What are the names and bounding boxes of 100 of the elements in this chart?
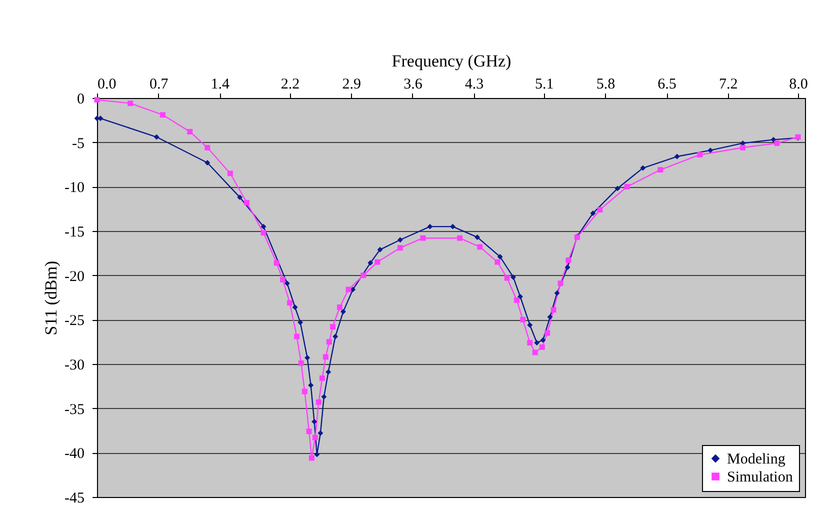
point — [457, 235, 462, 241]
point — [517, 294, 523, 300]
point — [420, 235, 426, 241]
point — [520, 316, 526, 322]
point — [740, 144, 746, 150]
point — [306, 428, 312, 434]
y-tick-label: 0 — [77, 92, 84, 108]
point — [624, 184, 630, 190]
x-tick-label: 3.6 — [404, 76, 423, 92]
point — [368, 260, 374, 266]
point — [770, 136, 776, 142]
point — [280, 277, 286, 283]
point — [326, 339, 332, 345]
point — [187, 128, 193, 134]
x-tick-label: 4.3 — [464, 76, 484, 92]
point — [539, 344, 545, 350]
point — [227, 170, 233, 176]
point — [308, 455, 314, 461]
point — [497, 254, 503, 260]
point — [298, 320, 304, 326]
x-tick-label: 8.0 — [789, 76, 808, 92]
point — [494, 259, 500, 265]
legend-label: Modeling — [727, 452, 786, 468]
point — [204, 160, 210, 166]
point — [294, 334, 300, 340]
point — [332, 334, 338, 340]
y-tick-label: -5 — [72, 136, 84, 152]
point — [514, 297, 520, 303]
point — [377, 246, 383, 252]
point — [540, 337, 546, 343]
y-axis-title: S11 (dBm) — [42, 260, 61, 336]
point — [260, 230, 266, 236]
point — [304, 355, 310, 361]
point — [237, 194, 243, 200]
point — [477, 244, 483, 250]
point — [554, 290, 560, 296]
point — [321, 394, 327, 400]
x-tick-label: 1.4 — [210, 76, 230, 92]
point — [558, 280, 564, 286]
point — [397, 237, 403, 243]
point — [597, 206, 603, 212]
point — [590, 210, 596, 216]
x-tick-label: 2.2 — [280, 76, 300, 92]
y-tick-label: -10 — [64, 180, 84, 196]
point — [336, 304, 342, 310]
point — [674, 154, 680, 160]
point — [298, 360, 304, 366]
point — [312, 418, 318, 424]
point — [697, 152, 703, 158]
y-tick-label: -15 — [64, 224, 84, 240]
point — [330, 324, 336, 330]
point — [260, 224, 266, 230]
point — [564, 264, 570, 270]
point — [474, 234, 480, 240]
point — [774, 140, 780, 146]
y-tick-label: -20 — [64, 268, 84, 285]
x-tick-label: 6.5 — [658, 76, 676, 92]
point — [397, 245, 403, 251]
x-tick-label: 7.2 — [719, 76, 738, 92]
point — [450, 224, 456, 230]
point — [128, 100, 134, 106]
point — [292, 304, 298, 310]
point — [302, 388, 308, 394]
point — [658, 167, 664, 173]
point — [640, 165, 646, 171]
point — [527, 322, 533, 328]
point — [322, 354, 328, 360]
point — [204, 144, 210, 150]
point — [614, 186, 620, 192]
point — [340, 308, 346, 314]
y-tick-label: -40 — [64, 446, 84, 462]
y-tick-label: -45 — [64, 490, 84, 506]
x-axis-title: Frequency (GHz) — [392, 52, 512, 70]
y-tick-label: -30 — [64, 358, 84, 374]
point — [346, 286, 352, 292]
point — [316, 399, 322, 405]
x-tick-label: 5.1 — [535, 76, 554, 92]
point — [287, 300, 293, 306]
point — [566, 258, 572, 263]
point — [319, 375, 325, 381]
y-tick-label: -25 — [64, 313, 84, 330]
point — [160, 112, 166, 118]
point — [532, 350, 538, 356]
y-tick-label: -35 — [64, 402, 84, 418]
point — [154, 134, 160, 140]
point — [318, 430, 324, 436]
point — [547, 314, 553, 320]
point — [510, 274, 516, 280]
point — [708, 148, 714, 154]
point — [244, 200, 250, 206]
point — [94, 97, 100, 103]
x-tick-label: 2.9 — [342, 76, 361, 92]
point — [314, 452, 320, 458]
x-tick-label: 0.7 — [149, 76, 169, 92]
point — [504, 275, 510, 281]
point — [284, 280, 290, 286]
point — [534, 340, 540, 346]
point — [308, 382, 314, 388]
x-tick-label: 5.8 — [596, 76, 616, 92]
legend-label: Simulation — [727, 470, 794, 486]
